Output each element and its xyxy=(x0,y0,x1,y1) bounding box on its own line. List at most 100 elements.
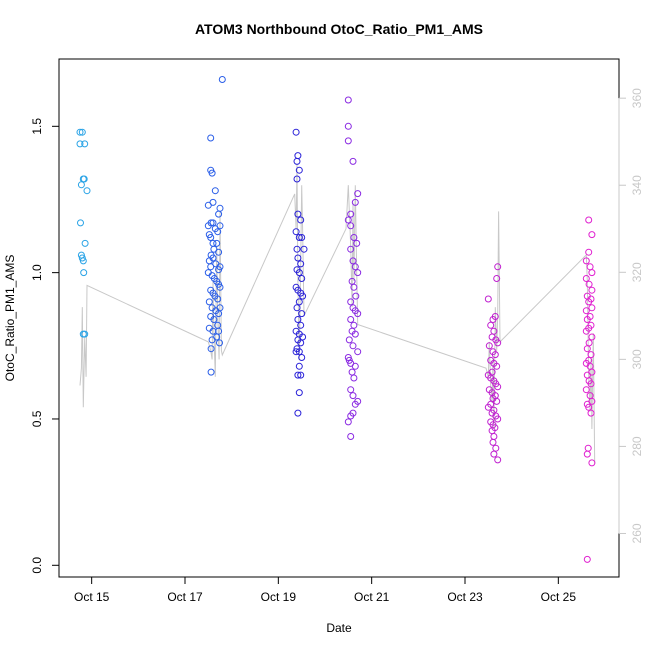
data-point xyxy=(588,459,596,467)
data-point xyxy=(216,304,224,312)
data-point xyxy=(494,415,502,423)
data-point xyxy=(585,216,593,224)
data-point xyxy=(588,304,596,312)
data-point xyxy=(489,438,497,446)
data-point xyxy=(295,389,303,397)
data-point xyxy=(347,412,355,420)
data-point xyxy=(295,348,303,356)
data-point xyxy=(293,245,301,253)
data-point xyxy=(587,380,595,388)
data-point xyxy=(583,555,591,563)
data-point xyxy=(79,257,87,265)
data-point xyxy=(83,187,91,195)
data-point xyxy=(583,371,591,379)
secondary-series-line xyxy=(79,163,596,464)
y-tick-label: 0.5 xyxy=(30,410,44,427)
data-point xyxy=(350,321,358,329)
data-point xyxy=(351,400,359,408)
data-point xyxy=(344,354,352,361)
secondary-y-tick-label: 360 xyxy=(630,88,644,108)
data-point xyxy=(210,316,218,323)
data-point xyxy=(78,128,86,136)
data-point xyxy=(294,409,302,417)
data-point xyxy=(583,316,591,323)
data-point xyxy=(582,327,590,335)
data-point xyxy=(208,169,216,177)
data-point xyxy=(294,210,302,218)
data-point xyxy=(344,418,352,426)
data-point xyxy=(298,275,306,282)
data-point xyxy=(294,316,302,323)
chart-title: ATOM3 Northbound OtoC_Ratio_PM1_AMS xyxy=(195,21,483,37)
data-point xyxy=(588,333,596,341)
data-point xyxy=(213,239,221,247)
data-point xyxy=(353,239,361,247)
data-point xyxy=(347,433,355,440)
data-point xyxy=(585,403,593,411)
data-point xyxy=(349,342,357,350)
data-point xyxy=(207,368,215,376)
y-axis: 0.0 0.5 1.0 1.5 xyxy=(30,118,60,574)
data-point xyxy=(350,234,358,241)
y-tick-label: 0.0 xyxy=(30,557,44,574)
data-point xyxy=(349,157,357,165)
data-point xyxy=(81,330,89,338)
data-point xyxy=(294,371,302,379)
data-point xyxy=(295,269,303,277)
data-point xyxy=(81,239,89,247)
data-point xyxy=(293,175,301,183)
data-point xyxy=(484,295,492,303)
data-point xyxy=(345,336,353,344)
data-point xyxy=(207,234,215,241)
data-point xyxy=(344,122,352,130)
data-point xyxy=(492,444,500,452)
data-point xyxy=(216,263,224,271)
data-point xyxy=(293,157,301,165)
data-point xyxy=(347,222,355,230)
data-point xyxy=(76,140,84,148)
data-point xyxy=(347,316,355,323)
secondary-y-tick-label: 320 xyxy=(630,262,644,282)
data-point xyxy=(494,456,502,464)
data-point xyxy=(207,134,215,142)
data-point xyxy=(588,269,596,277)
data-point xyxy=(214,295,222,303)
data-point xyxy=(299,292,307,300)
data-point xyxy=(585,298,593,306)
data-point xyxy=(295,362,303,370)
data-point xyxy=(292,348,300,356)
data-point xyxy=(344,137,352,145)
data-point xyxy=(207,219,215,227)
data-point xyxy=(494,383,502,391)
secondary-y-tick-label: 300 xyxy=(630,349,644,369)
data-point xyxy=(295,298,303,306)
data-point xyxy=(582,275,590,282)
secondary-y-tick-label: 340 xyxy=(630,175,644,195)
data-point xyxy=(81,140,89,148)
data-point xyxy=(583,450,591,458)
data-point xyxy=(349,257,357,265)
data-point xyxy=(77,181,85,189)
data-point xyxy=(216,222,224,230)
x-tick-label: Oct 21 xyxy=(354,590,390,604)
data-point xyxy=(297,339,305,347)
plot-frame xyxy=(58,58,620,578)
data-point xyxy=(485,342,493,350)
x-axis-label: Date xyxy=(326,621,352,635)
data-point xyxy=(582,257,590,265)
data-point xyxy=(351,198,359,206)
data-point xyxy=(588,231,596,239)
data-point xyxy=(78,254,86,262)
y-tick-label: 1.0 xyxy=(30,264,44,281)
x-axis: Oct 15 Oct 17 Oct 19 Oct 21 Oct 23 Oct 25 xyxy=(74,576,576,604)
data-point xyxy=(351,330,359,338)
data-point xyxy=(216,283,224,291)
y-tick-label: 1.5 xyxy=(30,118,44,135)
data-point xyxy=(292,228,300,236)
data-point xyxy=(294,254,302,262)
data-point xyxy=(215,210,223,218)
data-point xyxy=(207,345,215,353)
data-point xyxy=(347,298,355,306)
data-point xyxy=(494,339,502,347)
